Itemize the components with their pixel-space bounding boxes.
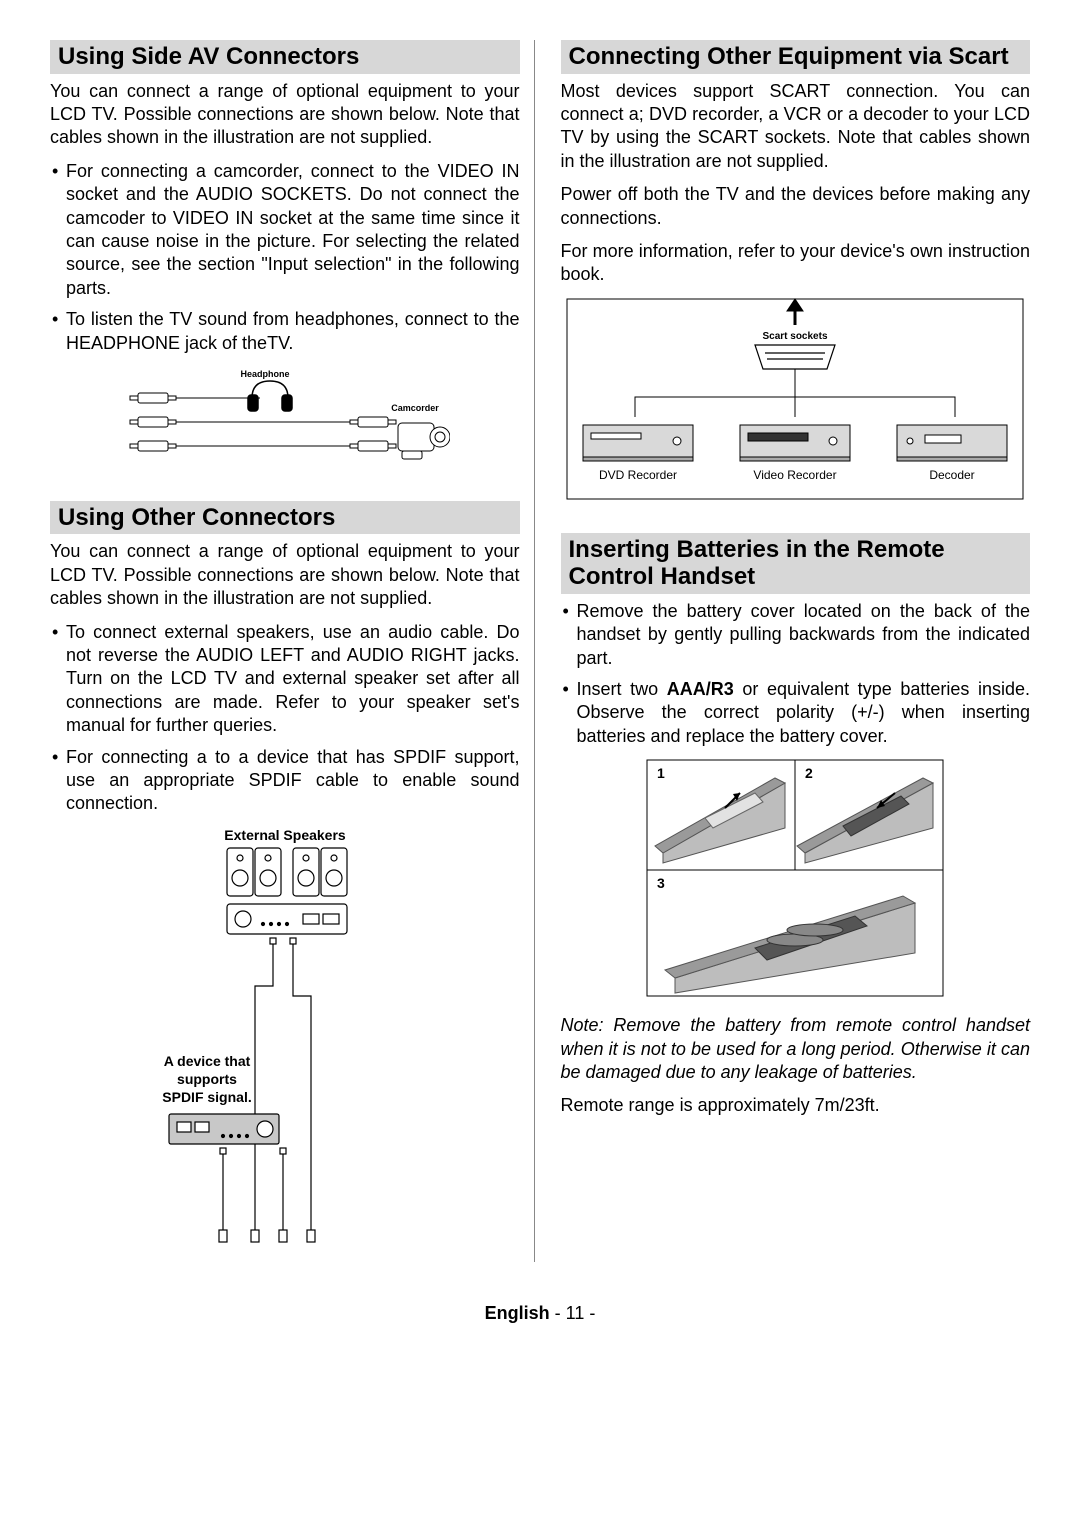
paragraph: Remote range is approximately 7m/23ft. bbox=[561, 1094, 1031, 1117]
bullet-list: Remove the battery cover located on the … bbox=[561, 600, 1031, 748]
bullet-item: For connecting a to a device that has SP… bbox=[50, 746, 520, 816]
bullet-item: Remove the battery cover located on the … bbox=[561, 600, 1031, 670]
label-step-3: 3 bbox=[657, 875, 665, 891]
label-external-speakers: External Speakers bbox=[224, 827, 346, 843]
paragraph: Power off both the TV and the devices be… bbox=[561, 183, 1031, 230]
illustration-scart: Scart sockets bbox=[561, 297, 1031, 517]
label-dvd-recorder: DVD Recorder bbox=[599, 468, 677, 482]
section-heading-batteries: Inserting Batteries in the Remote Contro… bbox=[561, 533, 1031, 594]
footer-page-number: - 11 - bbox=[550, 1303, 596, 1323]
illustration-remote-batteries: 1 2 3 bbox=[561, 758, 1031, 998]
paragraph: You can connect a range of optional equi… bbox=[50, 80, 520, 150]
section-heading-side-av: Using Side AV Connectors bbox=[50, 40, 520, 74]
paragraph: For more information, refer to your devi… bbox=[561, 240, 1031, 287]
bullet-item: Insert two AAA/R3 or equivalent type bat… bbox=[561, 678, 1031, 748]
label-spdif-3: SPDIF signal. bbox=[162, 1089, 251, 1105]
section-heading-scart: Connecting Other Equipment via Scart bbox=[561, 40, 1031, 74]
paragraph: Most devices support SCART connection. Y… bbox=[561, 80, 1031, 174]
bullet-item: To connect external speakers, use an aud… bbox=[50, 621, 520, 738]
label-scart-sockets: Scart sockets bbox=[763, 331, 828, 342]
label-headphone: Headphone bbox=[240, 369, 289, 379]
footer-language: English bbox=[485, 1303, 550, 1323]
illustration-side-av: Headphone Camcorder bbox=[50, 365, 520, 485]
label-video-recorder: Video Recorder bbox=[754, 468, 837, 482]
bullet-item: For connecting a camcorder, connect to t… bbox=[50, 160, 520, 300]
label-step-1: 1 bbox=[657, 765, 665, 781]
page-footer: English - 11 - bbox=[50, 1302, 1030, 1325]
bullet-list: For connecting a camcorder, connect to t… bbox=[50, 160, 520, 355]
label-decoder: Decoder bbox=[930, 468, 975, 482]
illustration-other-connectors: External Speakers bbox=[50, 826, 520, 1246]
bullet-item: To listen the TV sound from headphones, … bbox=[50, 308, 520, 355]
label-step-2: 2 bbox=[805, 765, 813, 781]
note-text: Note: Remove the battery from remote con… bbox=[561, 1014, 1031, 1084]
label-spdif-2: supports bbox=[177, 1071, 237, 1087]
paragraph: You can connect a range of optional equi… bbox=[50, 540, 520, 610]
label-camcorder: Camcorder bbox=[391, 403, 439, 413]
label-spdif-1: A device that bbox=[163, 1053, 250, 1069]
bullet-list: To connect external speakers, use an aud… bbox=[50, 621, 520, 816]
section-heading-other-connectors: Using Other Connectors bbox=[50, 501, 520, 535]
